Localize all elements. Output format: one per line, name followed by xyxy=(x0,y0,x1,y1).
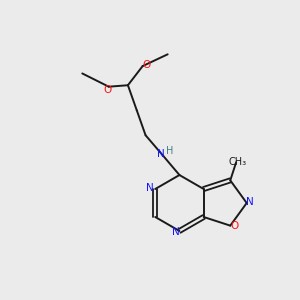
Text: H: H xyxy=(166,146,173,156)
Text: N: N xyxy=(246,196,254,206)
Text: N: N xyxy=(157,149,165,159)
Text: O: O xyxy=(142,61,151,70)
Text: O: O xyxy=(103,85,111,95)
Text: O: O xyxy=(230,221,238,231)
Text: N: N xyxy=(172,226,180,237)
Text: CH₃: CH₃ xyxy=(229,157,247,166)
Text: N: N xyxy=(146,183,154,194)
